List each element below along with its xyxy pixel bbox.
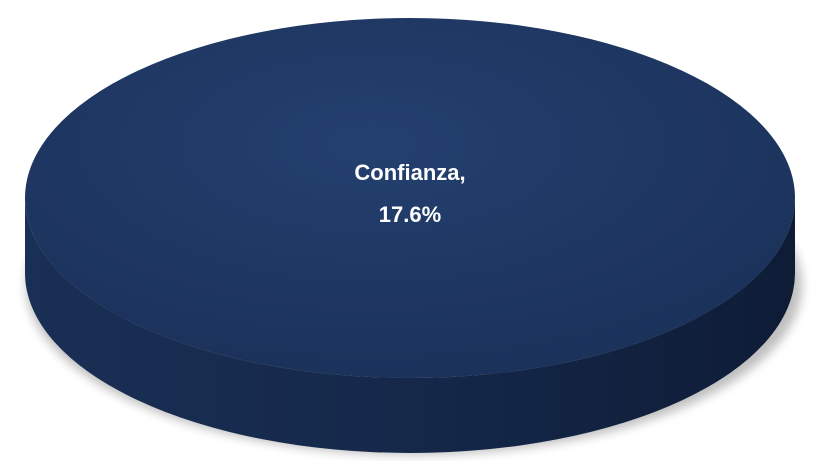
pie-side bbox=[25, 198, 795, 453]
pie: Confianza, 17.6% bbox=[25, 18, 795, 453]
data-label-category: Confianza bbox=[354, 160, 460, 185]
data-label-value: 17.6% bbox=[379, 202, 441, 227]
pie-slice bbox=[25, 18, 795, 378]
data-label-separator: , bbox=[460, 160, 466, 185]
data-label: Confianza, 17.6% bbox=[354, 160, 465, 227]
